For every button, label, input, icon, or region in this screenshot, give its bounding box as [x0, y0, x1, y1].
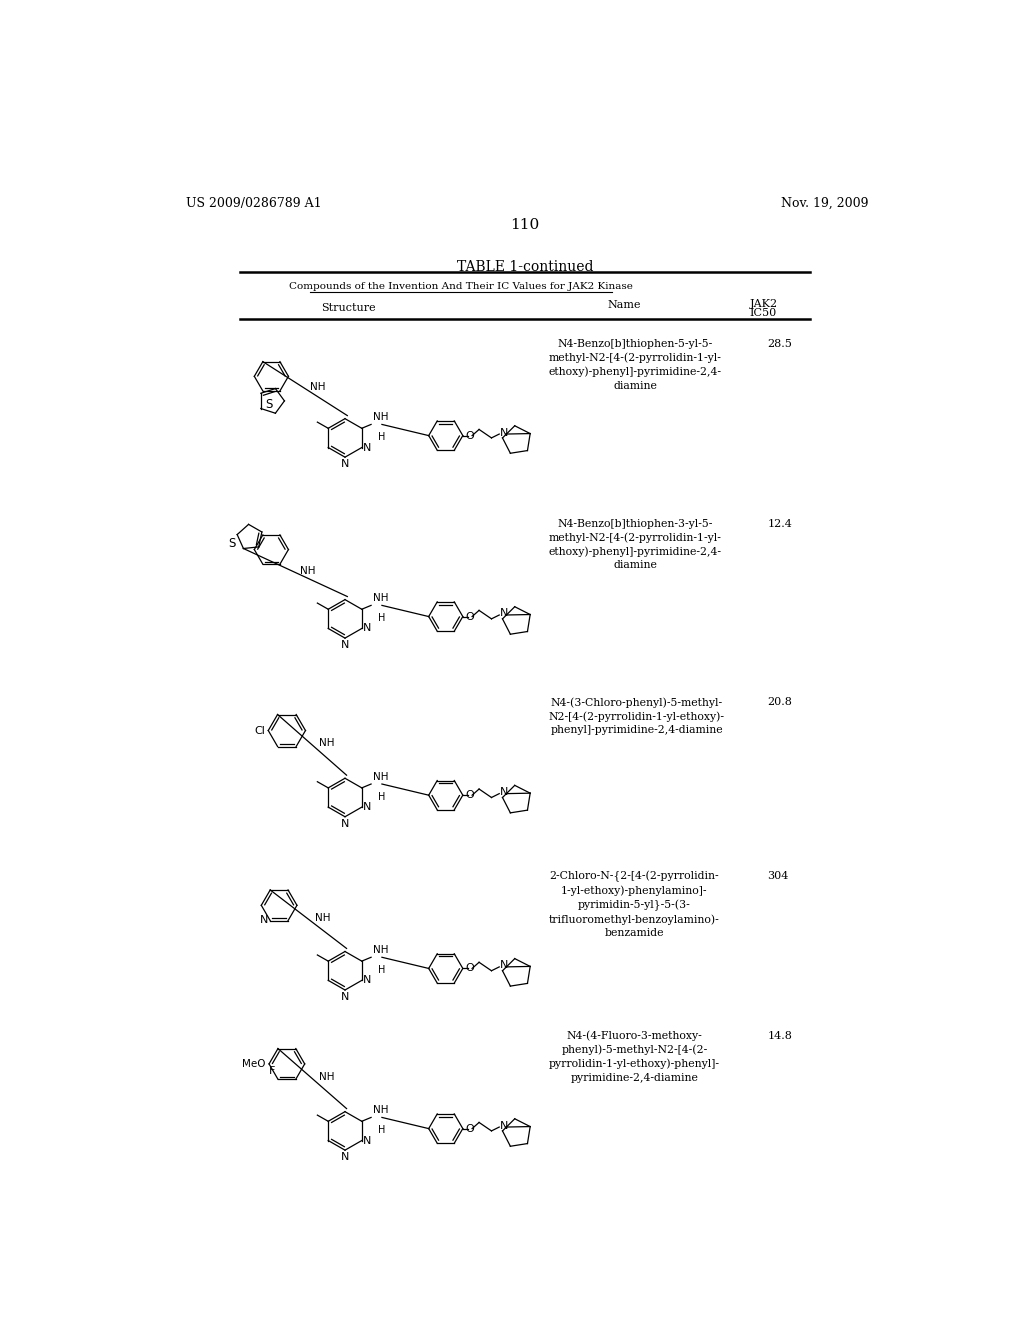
Text: O: O: [465, 964, 474, 973]
Text: H: H: [378, 792, 386, 801]
Text: NH: NH: [373, 772, 388, 781]
Text: N: N: [364, 975, 372, 985]
Text: N4-(4-Fluoro-3-methoxy-
phenyl)-5-methyl-N2-[4-(2-
pyrrolidin-1-yl-ethoxy)-pheny: N4-(4-Fluoro-3-methoxy- phenyl)-5-methyl…: [549, 1031, 720, 1082]
Text: NH: NH: [319, 1072, 335, 1082]
Text: N4-Benzo[b]thiophen-5-yl-5-
methyl-N2-[4-(2-pyrrolidin-1-yl-
ethoxy)-phenyl]-pyr: N4-Benzo[b]thiophen-5-yl-5- methyl-N2-[4…: [549, 339, 722, 391]
Text: NH: NH: [373, 1105, 388, 1115]
Text: N: N: [364, 1135, 372, 1146]
Text: JAK2: JAK2: [750, 300, 777, 309]
Text: N: N: [500, 428, 508, 437]
Text: 304: 304: [767, 871, 788, 880]
Text: NH: NH: [373, 593, 388, 603]
Text: N: N: [341, 1152, 349, 1163]
Text: NH: NH: [315, 912, 331, 923]
Text: Compounds of the Invention And Their IC Values for JAK2 Kinase: Compounds of the Invention And Their IC …: [290, 281, 633, 290]
Text: N: N: [364, 803, 372, 812]
Text: N: N: [500, 961, 508, 970]
Text: N: N: [341, 993, 349, 1002]
Text: IC50: IC50: [750, 308, 777, 318]
Text: N: N: [500, 787, 508, 797]
Text: MeO: MeO: [242, 1059, 265, 1069]
Text: F: F: [269, 1067, 275, 1076]
Text: 14.8: 14.8: [767, 1031, 793, 1040]
Text: US 2009/0286789 A1: US 2009/0286789 A1: [186, 197, 322, 210]
Text: 2-Chloro-N-{2-[4-(2-pyrrolidin-
1-yl-ethoxy)-phenylamino]-
pyrimidin-5-yl}-5-(3-: 2-Chloro-N-{2-[4-(2-pyrrolidin- 1-yl-eth…: [549, 871, 720, 939]
Text: N: N: [500, 609, 508, 619]
Text: Nov. 19, 2009: Nov. 19, 2009: [780, 197, 868, 210]
Text: H: H: [378, 1125, 386, 1135]
Text: NH: NH: [319, 738, 335, 748]
Text: H: H: [378, 965, 386, 975]
Text: NH: NH: [373, 412, 388, 422]
Text: N4-Benzo[b]thiophen-3-yl-5-
methyl-N2-[4-(2-pyrrolidin-1-yl-
ethoxy)-phenyl]-pyr: N4-Benzo[b]thiophen-3-yl-5- methyl-N2-[4…: [549, 519, 722, 570]
Text: S: S: [265, 397, 273, 411]
Text: O: O: [465, 1123, 474, 1134]
Text: N: N: [341, 640, 349, 651]
Text: N: N: [341, 818, 349, 829]
Text: Name: Name: [607, 300, 641, 310]
Text: O: O: [465, 791, 474, 800]
Text: H: H: [378, 432, 386, 442]
Text: N: N: [364, 623, 372, 634]
Text: N: N: [364, 442, 372, 453]
Text: NH: NH: [373, 945, 388, 954]
Text: NH: NH: [310, 381, 326, 392]
Text: 28.5: 28.5: [767, 339, 793, 350]
Text: N4-(3-Chloro-phenyl)-5-methyl-
N2-[4-(2-pyrrolidin-1-yl-ethoxy)-
phenyl]-pyrimid: N4-(3-Chloro-phenyl)-5-methyl- N2-[4-(2-…: [549, 697, 725, 735]
Text: O: O: [465, 611, 474, 622]
Text: S: S: [228, 537, 236, 550]
Text: TABLE 1-continued: TABLE 1-continued: [457, 260, 593, 275]
Text: 110: 110: [510, 218, 540, 232]
Text: N: N: [260, 915, 268, 925]
Text: 12.4: 12.4: [767, 519, 793, 529]
Text: Structure: Structure: [322, 304, 376, 313]
Text: N: N: [341, 459, 349, 470]
Text: O: O: [465, 430, 474, 441]
Text: Cl: Cl: [254, 726, 265, 735]
Text: N: N: [500, 1121, 508, 1130]
Text: H: H: [378, 612, 386, 623]
Text: NH: NH: [300, 566, 316, 576]
Text: 20.8: 20.8: [767, 697, 793, 708]
